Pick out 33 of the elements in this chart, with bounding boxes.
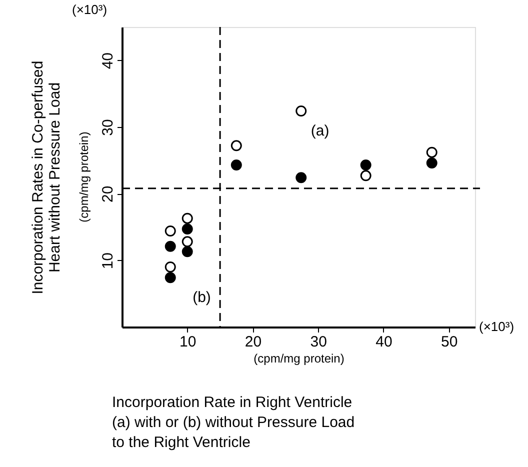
point — [164, 272, 176, 284]
y-tick-label: 10 — [100, 252, 116, 270]
y-tick-label: 40 — [100, 52, 116, 70]
annotation: (a) — [310, 122, 330, 140]
y2-axis-title: (cpm/mg protein) — [77, 132, 91, 222]
point — [230, 160, 242, 170]
text: (×10³) — [72, 2, 108, 17]
annotation: (b) — [192, 289, 211, 306]
x-tick-label: 50 — [441, 334, 458, 350]
point — [182, 212, 193, 224]
point — [182, 246, 193, 258]
point — [360, 160, 372, 170]
x-tick-label: 40 — [376, 334, 392, 350]
point — [164, 262, 176, 272]
point — [230, 140, 242, 152]
x-tick-label: 10 — [180, 334, 196, 350]
point — [164, 240, 176, 252]
text: (×10³) — [479, 319, 514, 334]
x-axis-title: (cpm/mg protein) — [254, 352, 344, 366]
point — [296, 172, 307, 184]
point — [426, 146, 438, 158]
point — [182, 236, 193, 248]
y-axis-title: Incorporation Rates in Co-perfused Heart without Pressure Load — [30, 60, 64, 294]
x-tick-label: 20 — [244, 334, 262, 350]
y-tick-label: 30 — [100, 119, 116, 136]
point — [426, 158, 438, 168]
text: Incorporation Rate in Right Ventricle (a) with or (b) without Pressure Load to the Right Ventricle — [112, 394, 355, 451]
point — [360, 170, 372, 182]
x-tick-label: 30 — [310, 334, 327, 350]
y-tick-label: 20 — [100, 186, 116, 203]
point — [182, 224, 193, 234]
point — [296, 106, 307, 116]
point — [164, 226, 176, 236]
